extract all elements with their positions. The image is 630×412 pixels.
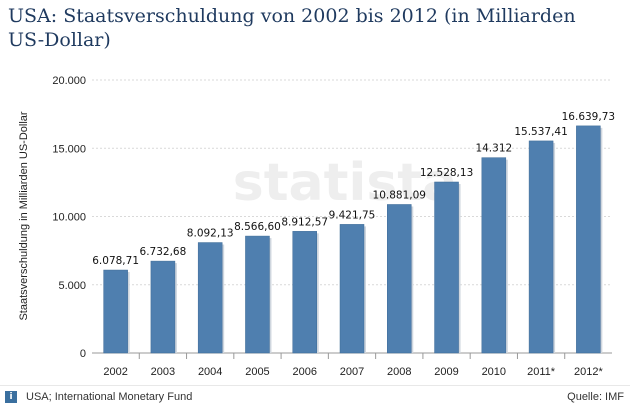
- bar-2006[interactable]: [292, 231, 317, 354]
- x-tick-label: 2002: [103, 366, 127, 378]
- y-axis-ticks: 0 5.000 10.000 15.000 20.000: [52, 75, 86, 360]
- x-tick-label: 2008: [387, 366, 411, 378]
- x-tick-label: 2011*: [527, 366, 556, 378]
- y-tick-label: 15.000: [52, 143, 86, 155]
- chart-title: USA: Staatsverschuldung von 2002 bis 201…: [8, 5, 576, 51]
- bar-2012*[interactable]: [576, 125, 601, 354]
- x-tick-label: 2004: [198, 366, 222, 378]
- x-tick-label: 2007: [340, 366, 364, 378]
- x-tick-label: 2003: [151, 366, 175, 378]
- value-label: 12.528,13: [420, 167, 473, 179]
- bar-2008[interactable]: [387, 204, 412, 354]
- value-label: 10.881,09: [373, 189, 426, 201]
- y-tick-label: 10.000: [52, 212, 86, 224]
- y-tick-label: 5.000: [58, 280, 86, 292]
- value-label: 14.312: [475, 143, 512, 155]
- bar-2002[interactable]: [103, 269, 128, 354]
- bars: [103, 125, 603, 354]
- source-text: USA; International Monetary Fund: [26, 391, 193, 403]
- footer: i USA; International Monetary Fund Quell…: [0, 385, 630, 408]
- value-label: 9.421,75: [329, 209, 376, 221]
- x-tick-label: 2005: [245, 366, 269, 378]
- bar-2009[interactable]: [434, 181, 459, 354]
- value-label: 8.912,57: [281, 216, 328, 228]
- bar-2011*[interactable]: [528, 140, 554, 354]
- value-label: 8.092,13: [187, 228, 234, 240]
- bar-2010[interactable]: [481, 157, 507, 354]
- value-label: 15.537,41: [514, 126, 567, 138]
- y-axis-label: Staatsverschuldung in Milliarden US-Doll…: [18, 111, 30, 320]
- x-tick-label: 2006: [292, 366, 316, 378]
- bar-2004[interactable]: [197, 242, 223, 354]
- bar-2005[interactable]: [245, 235, 270, 354]
- value-label: 6.732,68: [140, 246, 187, 258]
- statista-watermark: statista: [233, 153, 457, 213]
- x-tick-label: 2010: [482, 366, 506, 378]
- x-axis-ticks: 2002 2003 2004 2005 2006 2007 2008 2009 2010 2011…: [103, 353, 603, 378]
- value-labels: 6.078,716.732,688.092,138.566,60 8.912,57…: [92, 111, 615, 267]
- y-tick-label: 0: [80, 348, 86, 360]
- y-tick-label: 20.000: [52, 75, 86, 87]
- value-label: 6.078,71: [92, 255, 139, 267]
- value-label: 8.566,60: [234, 221, 281, 233]
- value-label: 16.639,73: [562, 111, 615, 123]
- x-tick-label: 2012*: [574, 366, 603, 378]
- x-tick-label: 2009: [434, 366, 458, 378]
- bar-2003[interactable]: [150, 260, 176, 354]
- bar-chart: statista 0 5.000 10.000 15.000 20.000 6.078,…: [18, 75, 615, 378]
- source-credit: Quelle: IMF: [567, 391, 624, 403]
- info-icon[interactable]: i: [5, 391, 17, 403]
- bar-2007[interactable]: [339, 224, 365, 354]
